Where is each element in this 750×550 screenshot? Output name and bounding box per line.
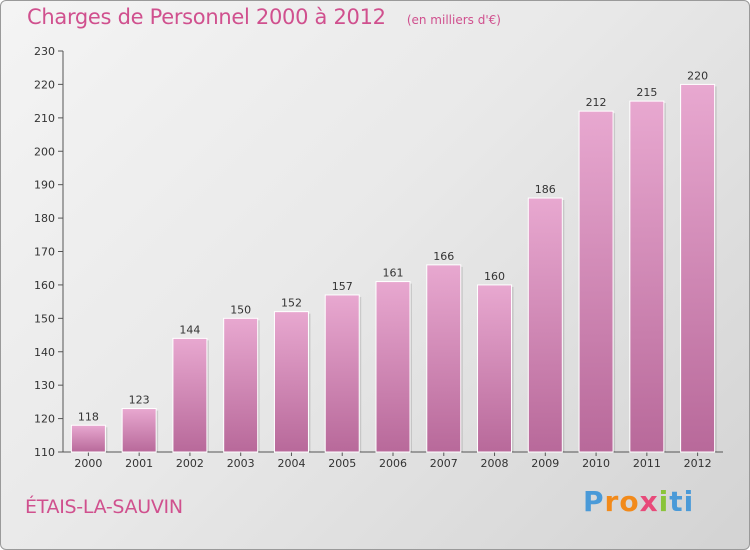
y-tick-label: 130 [34, 379, 55, 392]
logo-letter: ti [669, 485, 695, 518]
bar-value-label: 144 [179, 323, 200, 336]
x-tick-label: 2000 [74, 457, 102, 470]
bar [273, 311, 309, 453]
logo-letter: P [583, 485, 605, 518]
bar-layer: 118 123 144 150 152 157 161 166 160 186 212 215 220 [70, 69, 717, 453]
x-tick-label: 2003 [227, 457, 255, 470]
bar-value-label: 166 [433, 250, 454, 263]
x-tick-label: 2009 [531, 457, 559, 470]
x-tick-label: 2010 [582, 457, 610, 470]
x-tick-label: 2008 [481, 457, 509, 470]
x-tick-label: 2006 [379, 457, 407, 470]
y-tick-label: 190 [34, 179, 55, 192]
y-tick-label: 120 [34, 413, 55, 426]
bar [121, 408, 157, 453]
bar [426, 264, 462, 453]
bar-value-label: 157 [332, 280, 353, 293]
y-tick-label: 170 [34, 246, 55, 259]
bar-value-label: 150 [230, 303, 251, 316]
y-tick-label: 160 [34, 279, 55, 292]
y-tick-label: 210 [34, 112, 55, 125]
bar [680, 83, 716, 453]
y-tick-label: 220 [34, 78, 55, 91]
bar [629, 100, 665, 453]
x-tick-label: 2007 [430, 457, 458, 470]
bar-value-label: 118 [78, 410, 99, 423]
axis-layer: 110 120 130 140 150 160 170 180 190 200 210 220 230 2… [34, 45, 723, 470]
bar-value-label: 160 [484, 270, 505, 283]
bar [172, 337, 208, 453]
chart-title-block: Charges de Personnel 2000 à 2012 (en mil… [27, 5, 501, 29]
logo-letter: i [658, 485, 670, 518]
x-tick-label: 2001 [125, 457, 153, 470]
y-tick-label: 150 [34, 312, 55, 325]
bar [578, 110, 614, 453]
y-tick-label: 200 [34, 145, 55, 158]
x-tick-label: 2005 [328, 457, 356, 470]
bar-value-label: 220 [687, 69, 708, 82]
y-tick-label: 140 [34, 346, 55, 359]
unit-note: (en milliers d'€) [406, 13, 501, 27]
logo-letter: x [639, 485, 659, 518]
bar [324, 294, 360, 453]
bar-value-label: 215 [636, 86, 657, 99]
bar-value-label: 212 [586, 96, 607, 109]
bar-value-label: 123 [129, 394, 150, 407]
chart-title: Charges de Personnel 2000 à 2012 [27, 5, 386, 29]
town-name: ÉTAIS-LA-SAUVIN [25, 496, 183, 518]
y-tick-label: 230 [34, 45, 55, 58]
bar [477, 284, 513, 453]
y-tick-label: 110 [34, 446, 55, 459]
x-tick-label: 2011 [633, 457, 661, 470]
y-tick-label: 180 [34, 212, 55, 225]
x-tick-label: 2012 [684, 457, 712, 470]
bar [70, 424, 106, 453]
x-tick-label: 2004 [277, 457, 305, 470]
bar [375, 281, 411, 453]
bar [527, 197, 563, 453]
logo-letter: r [604, 485, 620, 518]
logo-letter: o [619, 485, 640, 518]
bar-value-label: 152 [281, 297, 302, 310]
bar-value-label: 161 [383, 267, 404, 280]
bar-value-label: 186 [535, 183, 556, 196]
x-tick-label: 2002 [176, 457, 204, 470]
bar [223, 317, 259, 453]
proxiti-logo: Proxiti [583, 485, 694, 518]
